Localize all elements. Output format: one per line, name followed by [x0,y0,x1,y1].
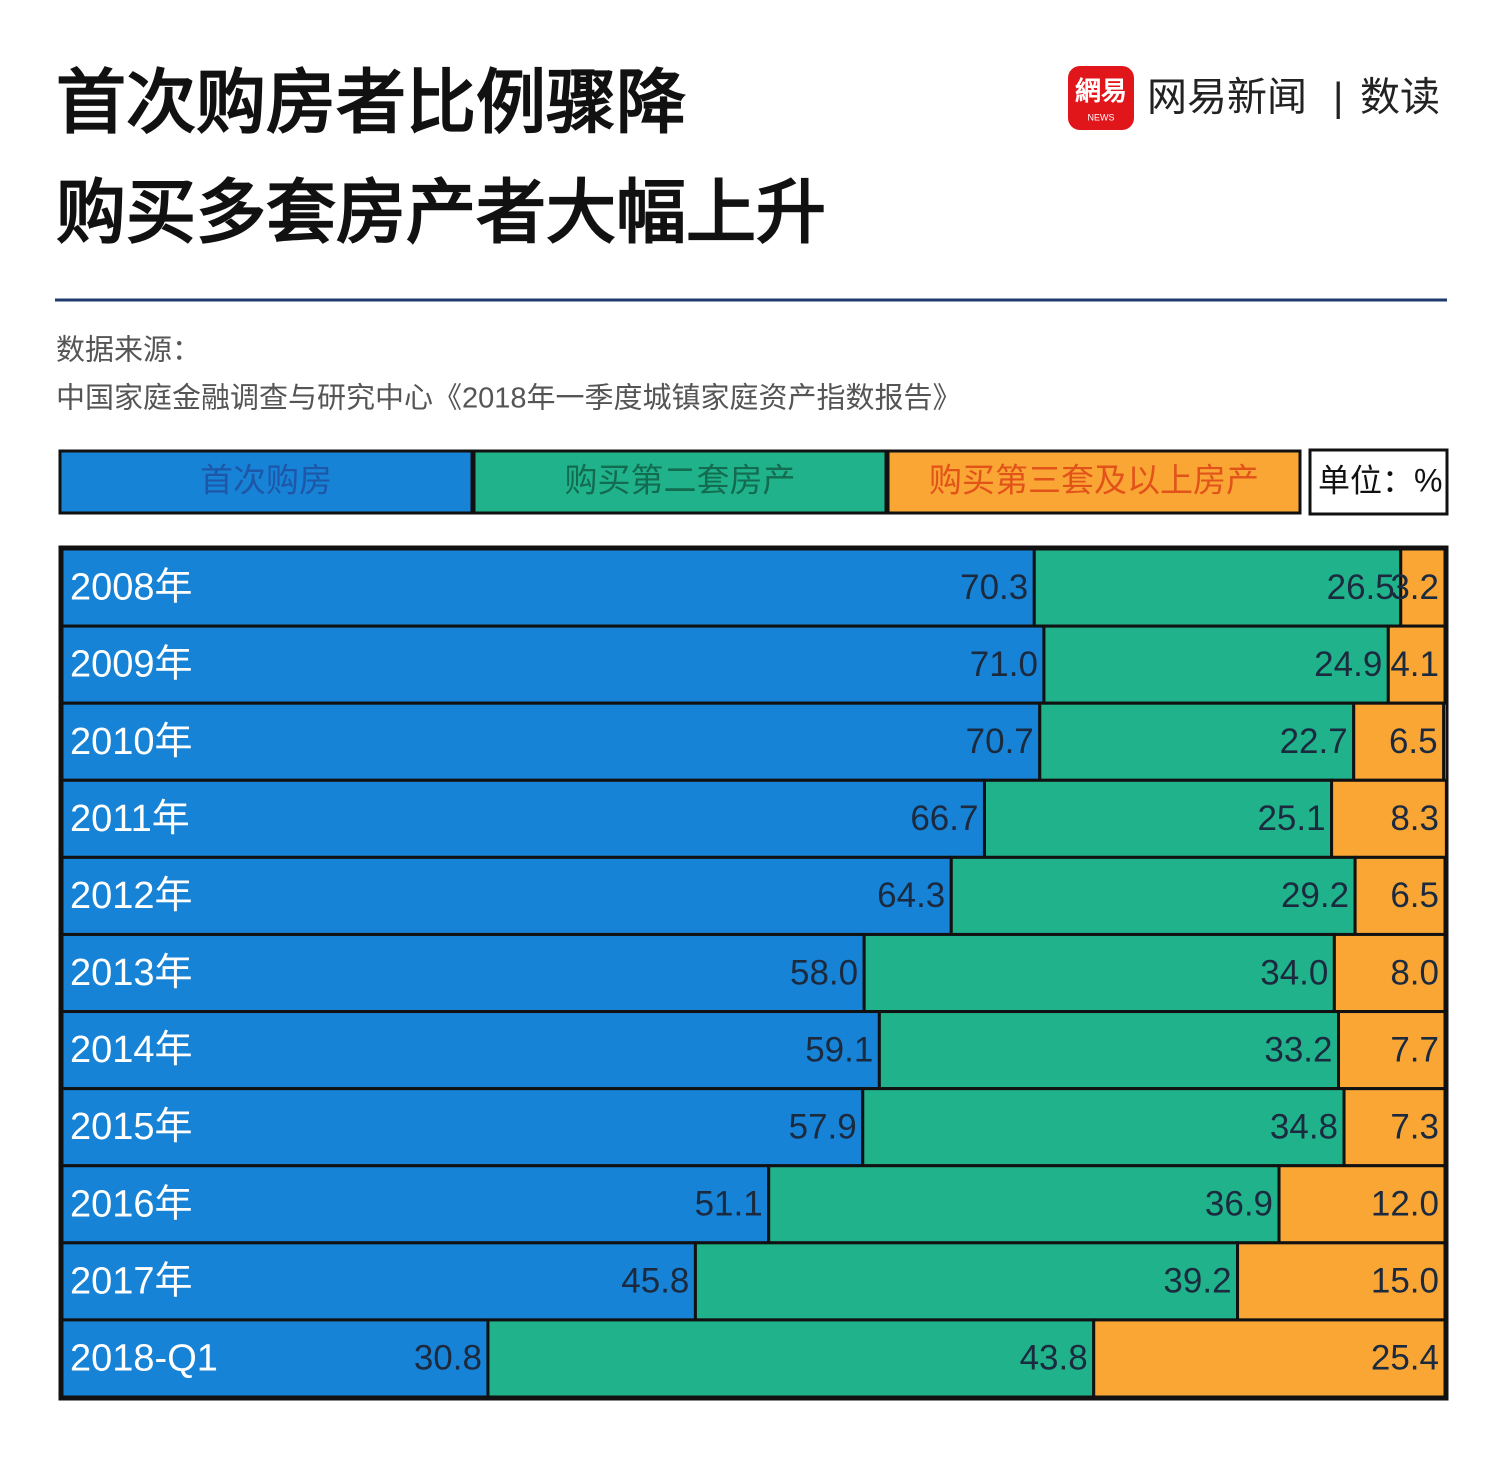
value-label: 6.5 [1389,722,1438,761]
bar-segment [1337,1010,1447,1091]
brand-separator: | [1333,76,1343,120]
bar-segment [60,1164,771,1245]
bar-segment [60,1010,881,1091]
value-label: 70.3 [960,568,1028,607]
value-label: 34.0 [1260,953,1328,992]
brand-column: 数读 [1360,76,1440,120]
legend-swatch [58,449,474,515]
value-label: 25.1 [1257,799,1325,838]
value-label: 39.2 [1163,1262,1231,1301]
bar-segment [486,1318,1096,1399]
bar-segment [1032,547,1403,628]
bar-segment [1330,778,1448,859]
value-label: 4.1 [1390,645,1439,684]
legend-label: 购买第二套房产 [565,462,796,499]
value-label: 8.0 [1390,953,1439,992]
legend-label: 首次购房 [200,462,332,499]
unit-label: 单位：% [1318,462,1442,498]
chart-subtitle: 购买多套房产者大幅上升 [56,173,826,251]
category-label: 2008年 [70,567,193,609]
category-label: 2016年 [70,1183,193,1225]
bar-segment [60,932,866,1014]
value-label: 58.0 [790,953,858,992]
value-label: 64.3 [877,876,945,915]
value-label: 22.7 [1280,722,1348,761]
logo-text: 網易 [1075,76,1127,106]
value-label: 34.8 [1270,1107,1338,1146]
value-label: 33.2 [1264,1030,1332,1069]
source-label: 数据来源： [56,334,201,367]
category-label: 2014年 [70,1029,193,1071]
value-label: 7.3 [1390,1107,1439,1146]
bar-segment [1332,932,1447,1014]
unit-box [1308,448,1449,516]
value-label: 26.5 [1327,568,1395,607]
value-label: 57.9 [789,1107,857,1146]
value-label: 15.0 [1371,1262,1439,1301]
legend-swatch [472,449,888,515]
chart-title: 首次购房者比例骤降 [56,63,686,141]
value-label: 3.2 [1390,568,1439,607]
category-label: 2011年 [70,798,190,840]
category-label: 2018-Q1 [70,1337,218,1379]
value-label: 12.0 [1371,1185,1439,1224]
source: 中国家庭金融调查与研究中心《2018年一季度城镇家庭资产指数报告》 [56,382,962,415]
bar-segment [861,1087,1346,1168]
legend: 首次购房 购买第二套房产 购买第三套及以上房产 [58,449,1302,515]
bar-segment [1042,624,1390,705]
bar-segment [693,1241,1240,1322]
legend-swatch [886,449,1302,515]
category-label: 2012年 [70,875,193,917]
value-label: 45.8 [621,1262,689,1301]
value-label: 66.7 [910,799,978,838]
value-label: 36.9 [1205,1185,1273,1224]
value-label: 7.7 [1390,1030,1439,1069]
brand: 网易新闻 [1147,76,1307,120]
plot-frame [58,545,1449,1401]
bar-segment [1092,1318,1447,1399]
logo-news: NEWS [1088,112,1115,122]
value-label: 25.4 [1371,1339,1439,1378]
value-label: 51.1 [695,1185,763,1224]
value-label: 43.8 [1020,1339,1088,1378]
value-label: 29.2 [1281,876,1349,915]
bar-segment [60,778,986,859]
value-label: 59.1 [805,1030,873,1069]
value-label: 6.5 [1390,876,1439,915]
value-label: 30.8 [414,1339,482,1378]
bar-segment [60,701,1042,782]
category-label: 2009年 [70,644,193,686]
bar-segment [60,547,1036,628]
bar-segment [767,1164,1281,1245]
category-label: 2017年 [70,1260,193,1302]
value-label: 8.3 [1390,799,1439,838]
legend-label: 购买第三套及以上房产 [929,462,1259,499]
value-label: 70.7 [966,722,1034,761]
value-label: 24.9 [1314,645,1382,684]
category-label: 2013年 [70,952,193,994]
logo [1068,66,1134,130]
bar-segment [60,624,1046,705]
category-label: 2015年 [70,1106,193,1148]
value-label: 71.0 [970,645,1038,684]
bar-segment [60,855,953,936]
bar-segment [1399,547,1447,628]
plot: 2008年 70.3 26.53.2 2009年 71.0 24.9 4.1 2010年 70.… [60,547,1448,1399]
category-label: 2010年 [70,721,193,763]
